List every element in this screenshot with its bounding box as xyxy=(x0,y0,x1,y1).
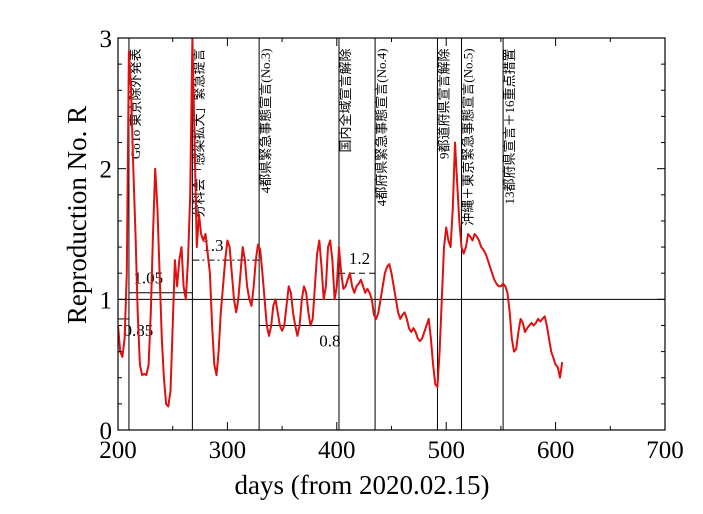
x-tick-label: 600 xyxy=(537,437,575,464)
event-label: 4都県緊急事態宣言(No.3) xyxy=(258,48,273,193)
event-label: 9都道府県宣言解除 xyxy=(436,48,451,159)
event-label: 4都府県緊急事態宣言(No.4) xyxy=(374,48,389,206)
level-label: 1.05 xyxy=(133,269,163,288)
series-line xyxy=(118,38,564,408)
x-tick-label: 500 xyxy=(427,437,465,464)
plot-layer: GoTo 東京除外発表 分科会「感染拡大」緊急提言 4都県緊急事態宣言(No.3) 国… xyxy=(118,38,665,430)
y-tick-label: 0 xyxy=(100,418,113,445)
x-tick-label: 400 xyxy=(318,437,356,464)
event-label: 沖縄＋東京緊急事態宣言(No.5) xyxy=(461,48,476,225)
axis-layer: 200 300 400 500 600 700 0 1 2 3 xyxy=(99,26,684,464)
x-axis-title: days (from 2020.02.15) xyxy=(235,470,490,500)
y-tick-label: 3 xyxy=(100,26,113,53)
y-tick-label: 2 xyxy=(100,157,113,184)
x-tick-label: 300 xyxy=(209,437,247,464)
x-tick-label: 700 xyxy=(646,437,684,464)
event-label: 国内全域宣言解除 xyxy=(338,48,353,152)
event-label: 13都府県宣言＋16重点措置 xyxy=(502,48,517,204)
y-axis-title: Reproduction No. R xyxy=(62,106,92,324)
level-label: 1.2 xyxy=(349,249,370,268)
level-label: 0.8 xyxy=(319,331,340,350)
y-tick-label: 1 xyxy=(100,287,113,314)
x-tick-label: 200 xyxy=(99,437,137,464)
